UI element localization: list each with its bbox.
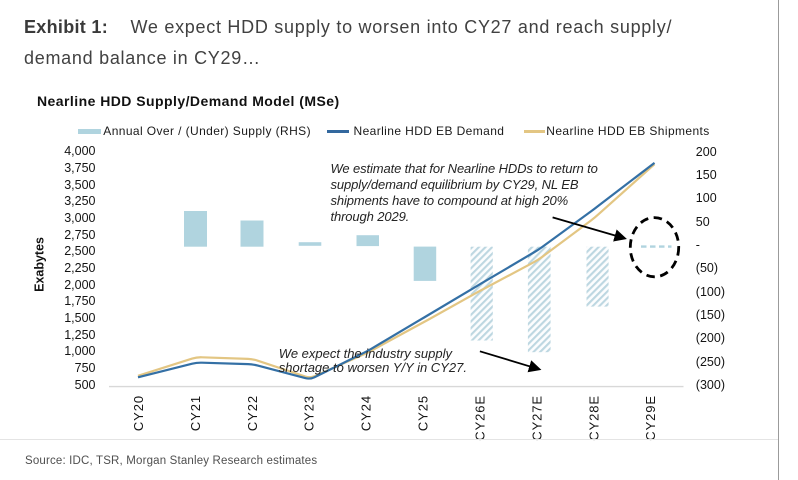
svg-text:CY22: CY22 <box>245 395 260 431</box>
svg-text:CY21: CY21 <box>188 395 203 431</box>
svg-text:CY28E: CY28E <box>586 395 601 441</box>
svg-text:CY23: CY23 <box>302 395 317 431</box>
svg-text:Exabytes: Exabytes <box>33 237 47 292</box>
svg-text:CY29E: CY29E <box>643 395 658 441</box>
svg-text:CY24: CY24 <box>359 395 374 431</box>
svg-text:CY25: CY25 <box>416 395 431 431</box>
svg-text:CY27E: CY27E <box>529 395 544 441</box>
svg-text:CY26E: CY26E <box>473 395 488 441</box>
svg-text:CY20: CY20 <box>131 395 146 431</box>
